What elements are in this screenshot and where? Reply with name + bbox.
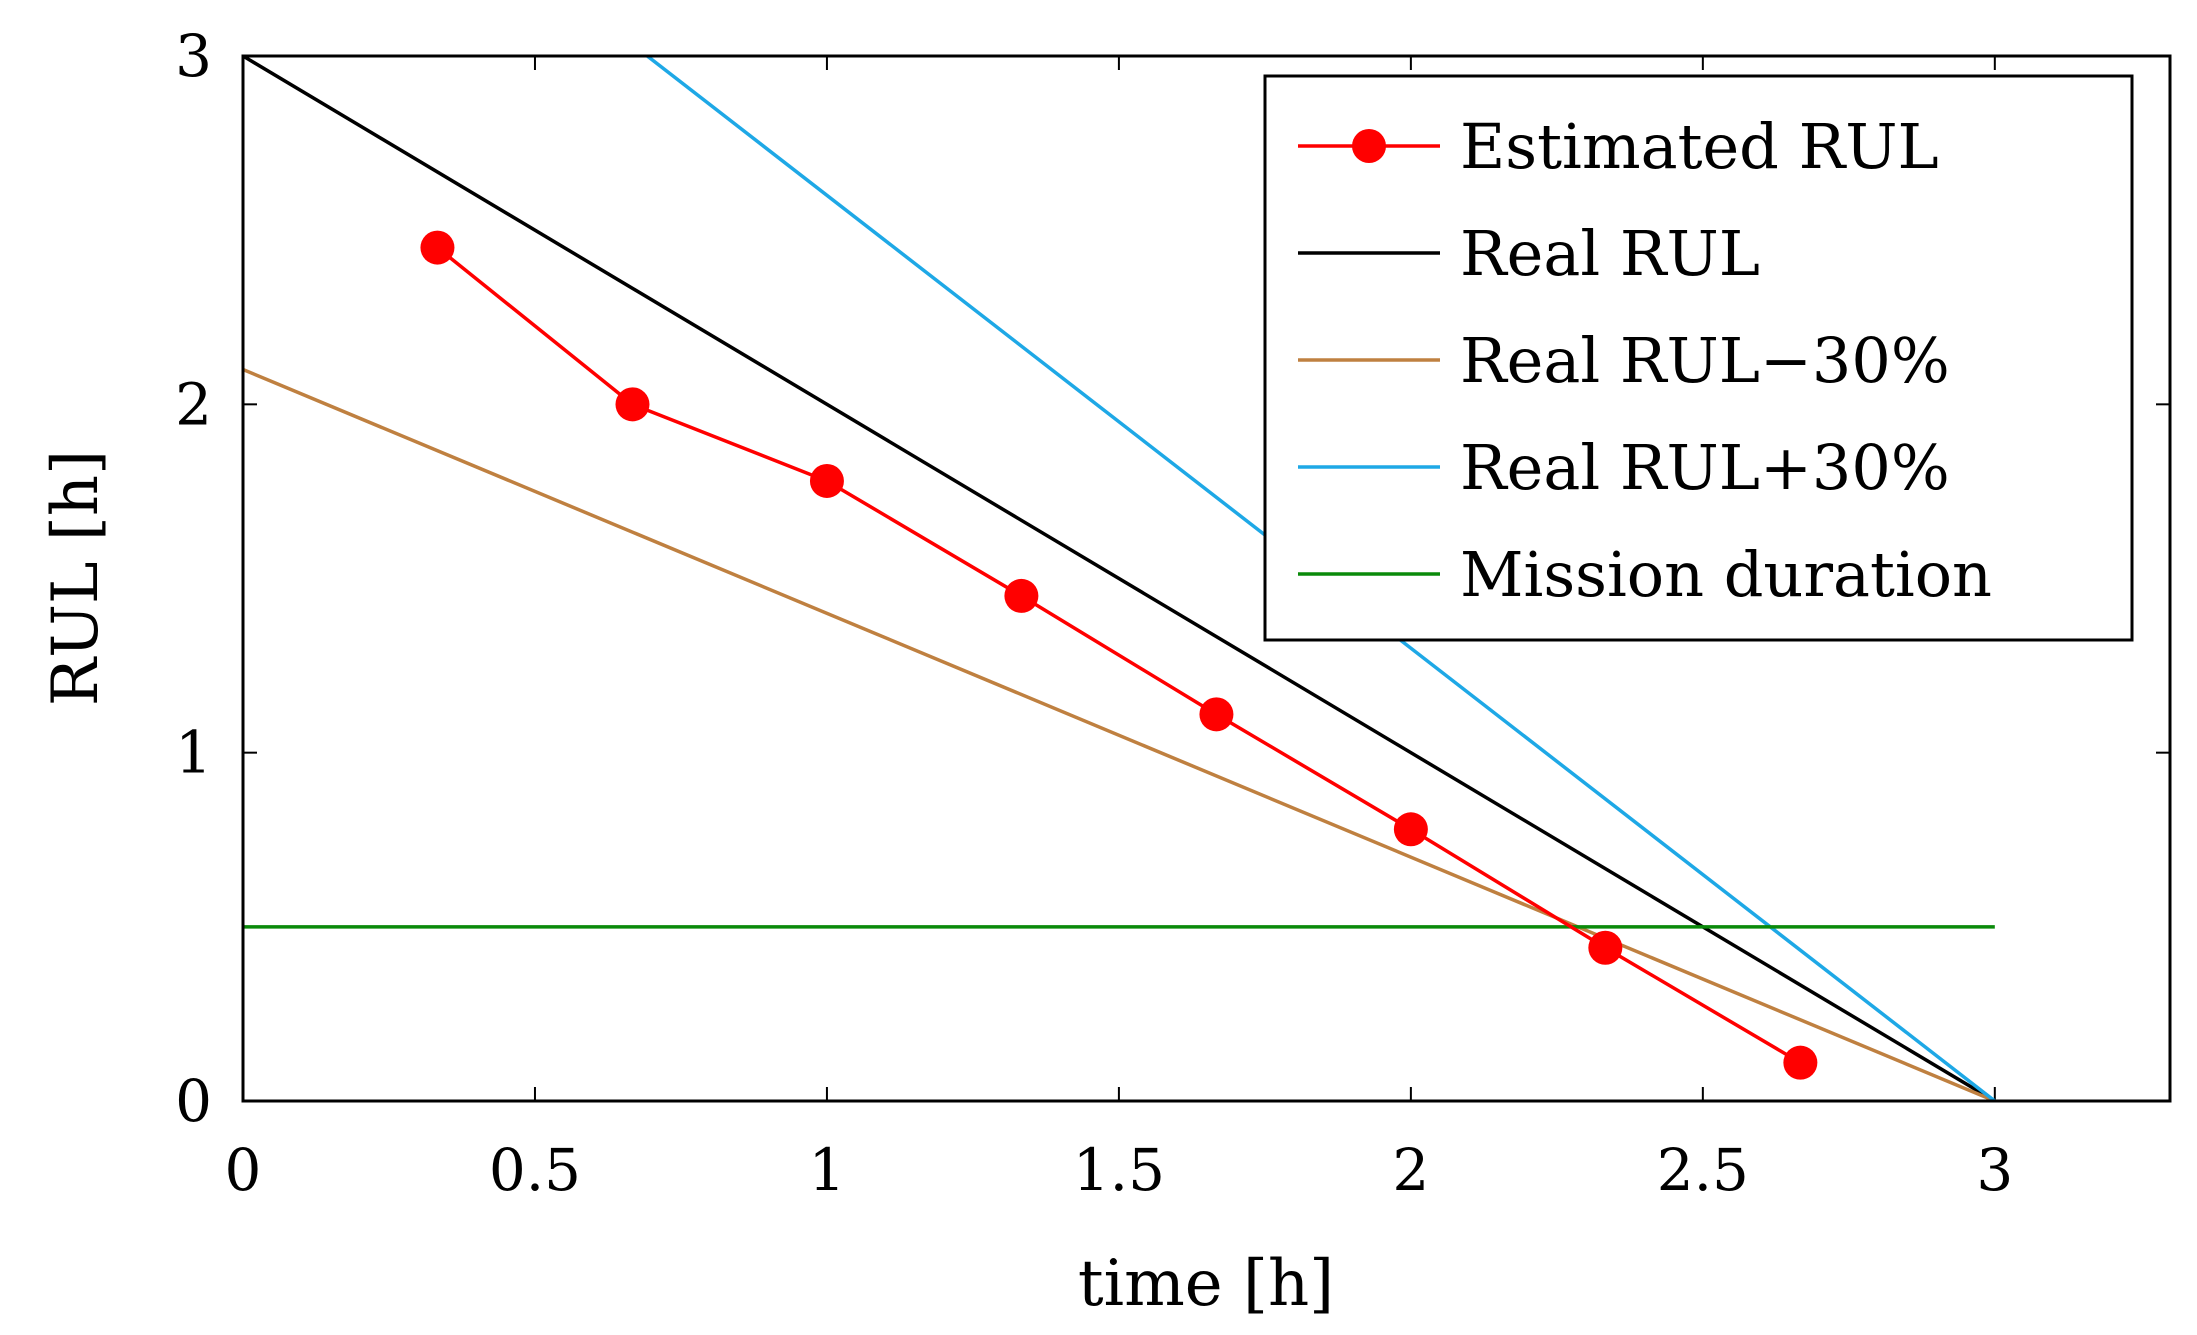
plot-frame (241, 54, 2172, 1103)
x-axis-title: time [h] (1078, 1247, 1334, 1321)
data-point-estimated-rul (615, 387, 650, 422)
data-point-estimated-rul (1393, 812, 1428, 847)
marker-group (420, 230, 1818, 1080)
legend-marker (1352, 129, 1386, 163)
series-line-real-rul-30 (644, 56, 1996, 1101)
x-tick-label: 1.5 (1073, 1136, 1165, 1204)
legend-label-mission-duration: Mission duration (1460, 538, 1992, 611)
series-line-real-rul-30 (243, 367, 1996, 1101)
y-tick-label: 1 (175, 719, 212, 787)
tick-labels: 0 0.5 1 1.5 2 2.5 3 0 1 2 3 (175, 22, 2013, 1204)
x-tick-label: 3 (1976, 1136, 2013, 1204)
series-line-estimated-rul (436, 246, 1802, 1065)
y-tick-label: 0 (175, 1067, 212, 1135)
legend: Estimated RUL Real RUL Real RUL−30% Real RU… (1263, 74, 2134, 642)
data-point-estimated-rul (1783, 1045, 1818, 1080)
x-tick-label: 0 (225, 1136, 262, 1204)
legend-box (1263, 74, 2134, 642)
y-tick-label: 2 (175, 370, 212, 438)
legend-label-real-rul-30: Real RUL+30% (1460, 431, 1950, 504)
data-point-estimated-rul (1004, 578, 1039, 613)
x-tick-label: 1 (808, 1136, 845, 1204)
x-tick-label: 0.5 (489, 1136, 581, 1204)
x-tick-label: 2 (1392, 1136, 1429, 1204)
y-axis-title: RUL [h] (39, 450, 113, 706)
data-point-estimated-rul (420, 230, 455, 265)
x-tick-label: 2.5 (1657, 1136, 1749, 1204)
data-point-estimated-rul (1199, 697, 1234, 732)
legend-label-real-rul: Real RUL (1460, 217, 1760, 290)
series-group (243, 56, 1996, 1101)
legend-label-estimated-rul: Estimated RUL (1460, 110, 1939, 183)
y-tick-label: 3 (175, 22, 212, 90)
data-point-estimated-rul (1588, 930, 1623, 965)
data-point-estimated-rul (809, 463, 844, 498)
legend-label-real-rul-30: Real RUL−30% (1460, 324, 1950, 397)
